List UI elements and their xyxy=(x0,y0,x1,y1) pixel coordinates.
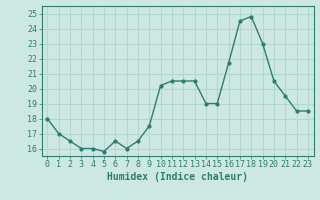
X-axis label: Humidex (Indice chaleur): Humidex (Indice chaleur) xyxy=(107,172,248,182)
